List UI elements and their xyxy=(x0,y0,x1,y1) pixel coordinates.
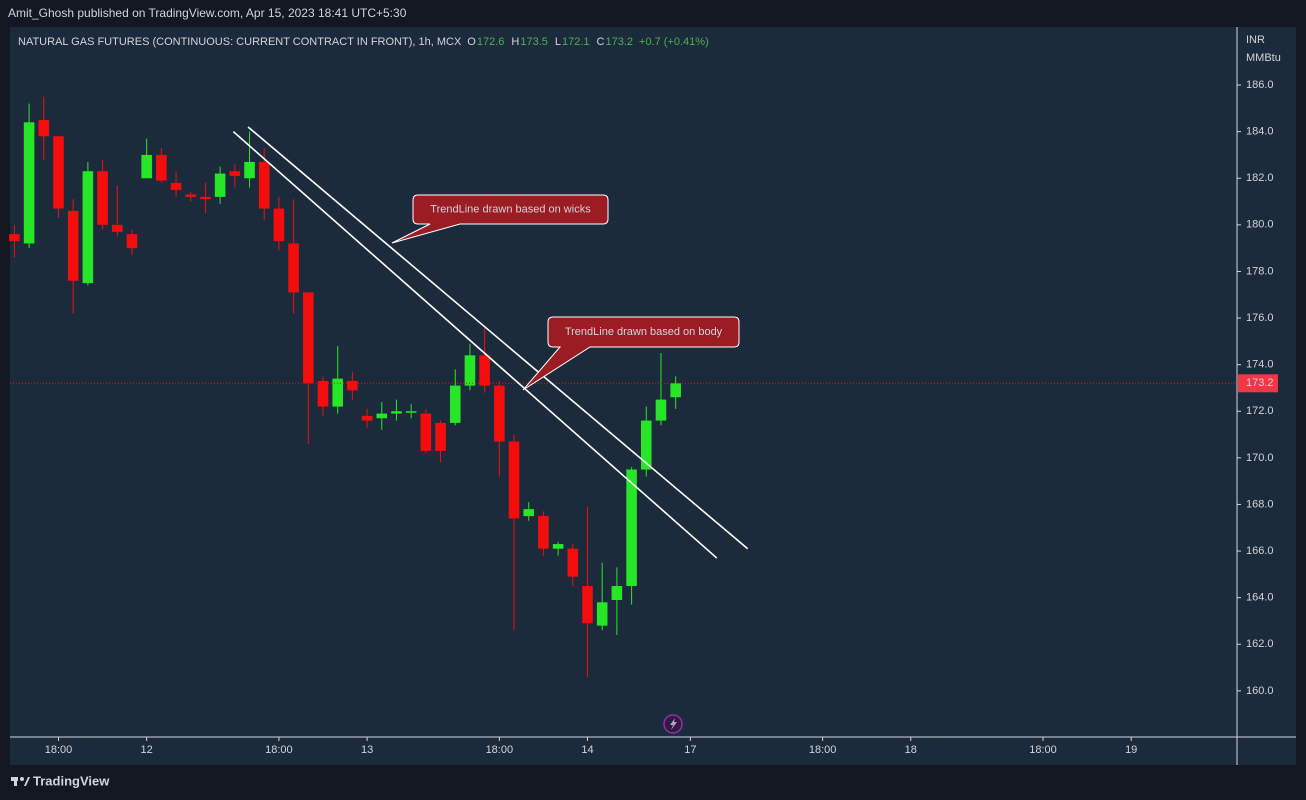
candle-body xyxy=(67,210,79,281)
candle-body xyxy=(214,173,226,197)
y-tick-label: 186.0 xyxy=(1246,79,1274,91)
candle-body xyxy=(567,548,579,577)
candle-body xyxy=(97,171,108,225)
x-tick-label: 12 xyxy=(141,744,153,756)
candle-body xyxy=(670,383,681,398)
callout-text: TrendLine drawn based on wicks xyxy=(430,203,591,215)
last-price-box xyxy=(1238,374,1278,393)
candle-body xyxy=(479,355,490,386)
candle-body xyxy=(523,509,535,517)
brand: TradingView xyxy=(33,773,110,788)
unit: MMBtu xyxy=(1246,52,1281,64)
candle-body xyxy=(38,119,50,137)
candle-body xyxy=(420,413,432,451)
candle-body xyxy=(449,385,461,423)
candle-body xyxy=(111,224,123,232)
candle-body xyxy=(303,292,314,384)
candle-body xyxy=(244,161,255,179)
candle-body xyxy=(552,544,564,549)
candle-body xyxy=(141,154,152,179)
legend: NATURAL GAS FUTURES (CONTINUOUS: CURRENT… xyxy=(18,36,709,48)
x-tick-label: 17 xyxy=(684,744,696,756)
y-tick-label: 164.0 xyxy=(1246,592,1274,604)
x-tick-label: 18:00 xyxy=(486,744,514,756)
candle-body xyxy=(82,171,94,284)
x-tick-label: 18:00 xyxy=(1029,744,1057,756)
callout-box xyxy=(391,194,609,244)
ohlc-value: 172.6 xyxy=(477,36,505,48)
x-tick-label: 13 xyxy=(361,744,373,756)
candle-body xyxy=(347,380,358,391)
candle-body xyxy=(361,415,373,421)
unit: INR xyxy=(1246,34,1265,46)
trendline xyxy=(247,126,749,550)
x-tick-label: 18:00 xyxy=(809,744,837,756)
chart-panel xyxy=(10,27,1296,765)
candle-body xyxy=(655,399,667,421)
x-tick-label: 14 xyxy=(581,744,593,756)
candle-body xyxy=(156,154,167,181)
trendline xyxy=(232,131,718,559)
legend-title: NATURAL GAS FUTURES (CONTINUOUS: CURRENT… xyxy=(18,36,462,48)
event-icon xyxy=(663,714,683,734)
candle-body xyxy=(273,208,285,242)
y-tick-label: 172.0 xyxy=(1246,405,1274,417)
y-tick-label: 170.0 xyxy=(1246,452,1274,464)
y-tick-label: 184.0 xyxy=(1246,126,1274,138)
y-tick-label: 178.0 xyxy=(1246,265,1274,277)
x-tick-label: 19 xyxy=(1125,744,1137,756)
logo xyxy=(11,777,30,786)
x-tick-label: 18 xyxy=(905,744,917,756)
candle-body xyxy=(464,355,476,386)
candle-body xyxy=(376,413,388,419)
candle-body xyxy=(508,441,520,519)
ohlc-letter: L xyxy=(555,36,561,48)
candle-body xyxy=(9,234,20,242)
legend-change: +0.7 (+0.41%) xyxy=(639,36,709,48)
candle-body xyxy=(258,161,270,209)
ohlc-letter: O xyxy=(467,36,476,48)
callout-box xyxy=(522,316,740,391)
candle-body xyxy=(200,196,211,200)
candle-body xyxy=(288,243,299,293)
candle-body xyxy=(229,171,241,176)
candle-body xyxy=(582,586,593,624)
publisher: Amit_Ghosh published on TradingView.com,… xyxy=(8,6,407,20)
candle-body xyxy=(170,182,182,190)
ohlc-value: 172.1 xyxy=(562,36,590,48)
ohlc-letter: C xyxy=(597,36,605,48)
candle-body xyxy=(538,516,549,549)
y-tick-label: 182.0 xyxy=(1246,172,1274,184)
candle-body xyxy=(405,411,417,413)
candle-body xyxy=(126,234,138,249)
x-tick-label: 18:00 xyxy=(265,744,293,756)
candle-body xyxy=(317,380,329,407)
candle-body xyxy=(391,411,402,414)
callout-text: TrendLine drawn based on body xyxy=(565,326,723,338)
y-tick-label: 168.0 xyxy=(1246,498,1274,510)
candle-body xyxy=(596,602,608,626)
ohlc-value: 173.5 xyxy=(520,36,548,48)
ohlc-value: 173.2 xyxy=(605,36,633,48)
y-tick-label: 176.0 xyxy=(1246,312,1274,324)
candle-body xyxy=(53,136,64,209)
candle-body xyxy=(640,420,652,470)
ohlc-letter: H xyxy=(511,36,519,48)
y-tick-label: 162.0 xyxy=(1246,638,1274,650)
x-tick-label: 18:00 xyxy=(45,744,73,756)
y-tick-label: 180.0 xyxy=(1246,219,1274,231)
y-tick-label: 160.0 xyxy=(1246,685,1274,697)
y-tick-label: 166.0 xyxy=(1246,545,1274,557)
last-price-label: 173.2 xyxy=(1246,377,1274,389)
y-tick-label: 174.0 xyxy=(1246,359,1274,371)
candle-body xyxy=(611,586,623,600)
candle-body xyxy=(435,422,446,451)
candle-body xyxy=(185,194,197,197)
candle-body xyxy=(626,469,637,587)
candle-body xyxy=(332,378,343,407)
candle-body xyxy=(23,122,35,244)
candle-body xyxy=(494,385,505,442)
